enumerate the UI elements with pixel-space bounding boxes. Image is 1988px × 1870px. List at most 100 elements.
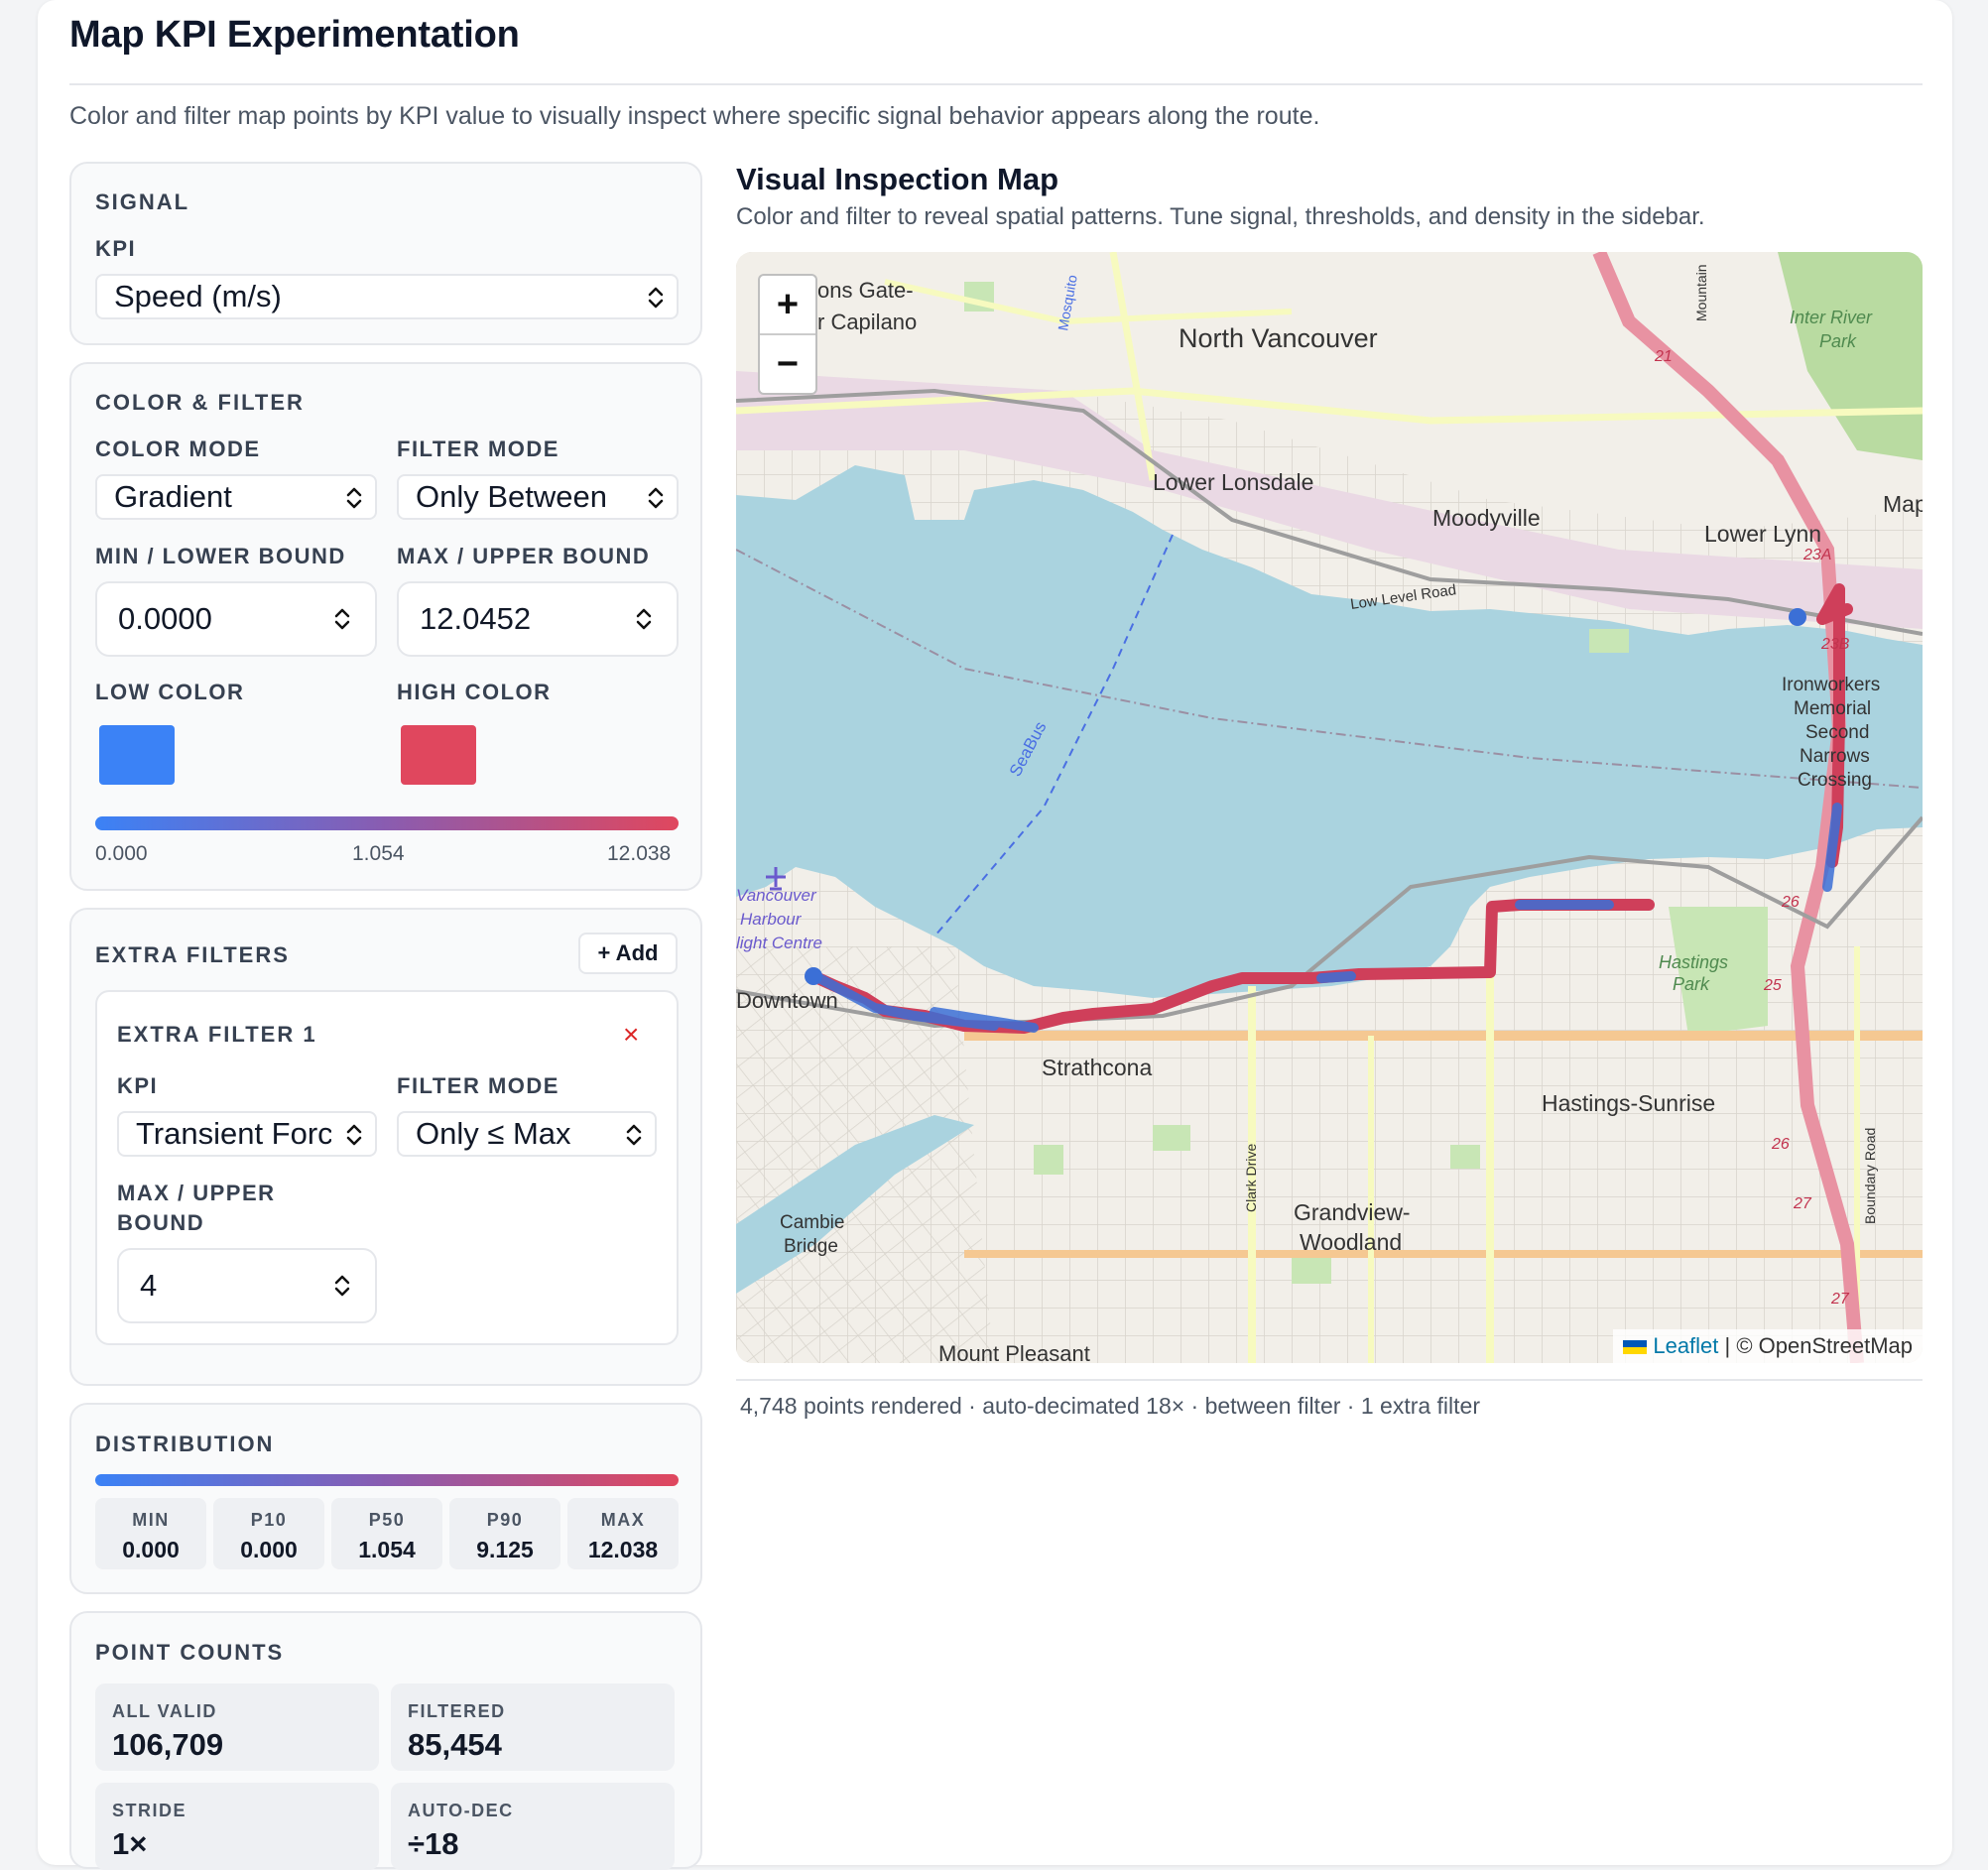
- filter-mode-select[interactable]: Only Between: [397, 474, 679, 520]
- stat-key: MIN: [132, 1510, 170, 1530]
- spinner-icon[interactable]: [635, 605, 653, 633]
- stat-key: P50: [368, 1510, 406, 1530]
- updown-chevron-icon: [346, 1124, 362, 1146]
- kpi-label: KPI: [95, 236, 137, 261]
- max-bound-label: MAX / UPPER BOUND: [397, 544, 651, 568]
- extra-filter-mode-label: FILTER MODE: [397, 1073, 559, 1098]
- stat-value: 1.054: [358, 1537, 416, 1562]
- park-1: [1153, 1125, 1190, 1151]
- extra-kpi-value: Transient Force: [136, 1116, 331, 1151]
- min-bound-input[interactable]: 0.0000: [95, 581, 377, 657]
- label-route-25: 25: [1763, 977, 1782, 994]
- color-mode-label: COLOR MODE: [95, 436, 261, 461]
- page-title: Map KPI Experimentation: [69, 14, 520, 56]
- legend-min-label: 0.000: [95, 842, 148, 865]
- updown-chevron-icon: [648, 287, 664, 309]
- inlet-water[interactable]: [736, 465, 1923, 998]
- count-value: ÷18: [408, 1826, 459, 1861]
- stat-p90: P90 9.125: [449, 1498, 560, 1569]
- remove-filter-icon[interactable]: ×: [623, 1019, 640, 1050]
- max-bound-input[interactable]: 12.0452: [397, 581, 679, 657]
- stat-key: P10: [250, 1510, 288, 1530]
- label-route-23b: 23B: [1820, 636, 1850, 653]
- label-route-26: 26: [1781, 894, 1800, 911]
- park-3: [1450, 1145, 1480, 1169]
- spinner-icon[interactable]: [333, 605, 351, 633]
- railway-north: [736, 388, 1923, 636]
- label-inter-river-park: Park: [1819, 331, 1857, 351]
- min-bound-label: MIN / LOWER BOUND: [95, 544, 346, 568]
- park-4: [1292, 1254, 1331, 1284]
- label-cambie-bridge: Bridge: [784, 1236, 838, 1257]
- spinner-icon[interactable]: [333, 1272, 351, 1300]
- color-legend-bar: [95, 816, 679, 830]
- filter-mode-value: Only Between: [416, 479, 607, 514]
- map-footer-status: 4,748 points rendered · auto-decimated 1…: [740, 1393, 1480, 1419]
- label-crossing: Crossing: [1798, 770, 1872, 791]
- high-color-picker[interactable]: [401, 725, 476, 785]
- stat-max: MAX 12.038: [567, 1498, 679, 1569]
- low-color-picker[interactable]: [99, 725, 175, 785]
- label-route-27b: 27: [1830, 1291, 1850, 1308]
- map-title: Visual Inspection Map: [736, 162, 1059, 196]
- count-all-valid: ALL VALID 106,709: [95, 1683, 379, 1771]
- stat-value: 0.000: [122, 1537, 180, 1562]
- label-downtown: Downtown: [736, 988, 838, 1013]
- label-lower-lonsdale: Lower Lonsdale: [1153, 469, 1313, 495]
- leaflet-link[interactable]: Leaflet: [1653, 1333, 1719, 1358]
- north-road-1: [736, 387, 1923, 425]
- zoom-control: + −: [758, 274, 817, 395]
- extra-kpi-label: KPI: [117, 1073, 159, 1098]
- route-start-point: [1789, 608, 1806, 626]
- filter-mode-label: FILTER MODE: [397, 436, 559, 461]
- seabus-route: [933, 534, 1174, 937]
- stat-key: MAX: [600, 1510, 646, 1530]
- max-bound-value: 12.0452: [420, 601, 532, 636]
- add-filter-button[interactable]: + Add: [578, 933, 678, 974]
- stat-value: 9.125: [476, 1537, 534, 1562]
- inspection-map[interactable]: North Vancouver ons Gate- r Capilano Low…: [736, 252, 1923, 1363]
- airplane-icon: [766, 867, 786, 891]
- legend-max-label: 12.038: [607, 842, 672, 865]
- color-mode-value: Gradient: [114, 479, 232, 514]
- color-filter-section-title: COLOR & FILTER: [95, 390, 305, 415]
- label-route-27: 27: [1793, 1195, 1812, 1212]
- park-2: [1034, 1145, 1063, 1175]
- zoom-out-button[interactable]: −: [776, 343, 800, 385]
- count-value: 1×: [112, 1826, 148, 1861]
- count-stride: STRIDE 1×: [95, 1783, 379, 1870]
- map-subtitle: Color and filter to reveal spatial patte…: [736, 203, 1705, 230]
- kpi-select-value: Speed (m/s): [114, 279, 282, 313]
- gps-route-low-segment: [810, 803, 1842, 1033]
- extra-filter-mode-value: Only ≤ Max: [416, 1116, 571, 1151]
- stat-p50: P50 1.054: [331, 1498, 442, 1569]
- north-road-3: [884, 279, 1293, 325]
- label-capilano: r Capilano: [817, 310, 917, 334]
- label-hastings-park: Hastings: [1659, 952, 1728, 972]
- count-auto-dec: AUTO-DEC ÷18: [391, 1783, 675, 1870]
- distribution-section-title: DISTRIBUTION: [95, 1432, 275, 1456]
- zoom-in-button[interactable]: +: [776, 284, 800, 325]
- label-lions-gate: ons Gate-: [817, 278, 914, 303]
- count-value: 85,454: [408, 1727, 502, 1762]
- extra-filters-section-title: EXTRA FILTERS: [95, 942, 290, 967]
- extra-max-input[interactable]: 4: [117, 1248, 377, 1323]
- label-map-edge: Map: [1883, 491, 1923, 517]
- extra-kpi-select[interactable]: Transient Force: [117, 1111, 377, 1157]
- ukraine-flag-icon: [1623, 1340, 1648, 1354]
- page-subtitle: Color and filter map points by KPI value…: [69, 102, 1320, 130]
- count-value: 106,709: [112, 1727, 224, 1762]
- point-counts-section-title: POINT COUNTS: [95, 1640, 285, 1665]
- kpi-select[interactable]: Speed (m/s): [95, 274, 679, 319]
- extra-filter-mode-select[interactable]: Only ≤ Max: [397, 1111, 657, 1157]
- label-north-vancouver: North Vancouver: [1179, 323, 1378, 353]
- label-clark-drive: Clark Drive: [1243, 1144, 1259, 1212]
- label-moodyville: Moodyville: [1432, 505, 1541, 531]
- count-key: ALL VALID: [112, 1701, 217, 1721]
- north-road-2: [1109, 252, 1157, 481]
- label-hastings-park-2: Park: [1673, 974, 1710, 994]
- count-filtered: FILTERED 85,454: [391, 1683, 675, 1771]
- label-harbour-3: light Centre: [736, 934, 822, 952]
- admin-boundary: [736, 549, 1923, 789]
- color-mode-select[interactable]: Gradient: [95, 474, 377, 520]
